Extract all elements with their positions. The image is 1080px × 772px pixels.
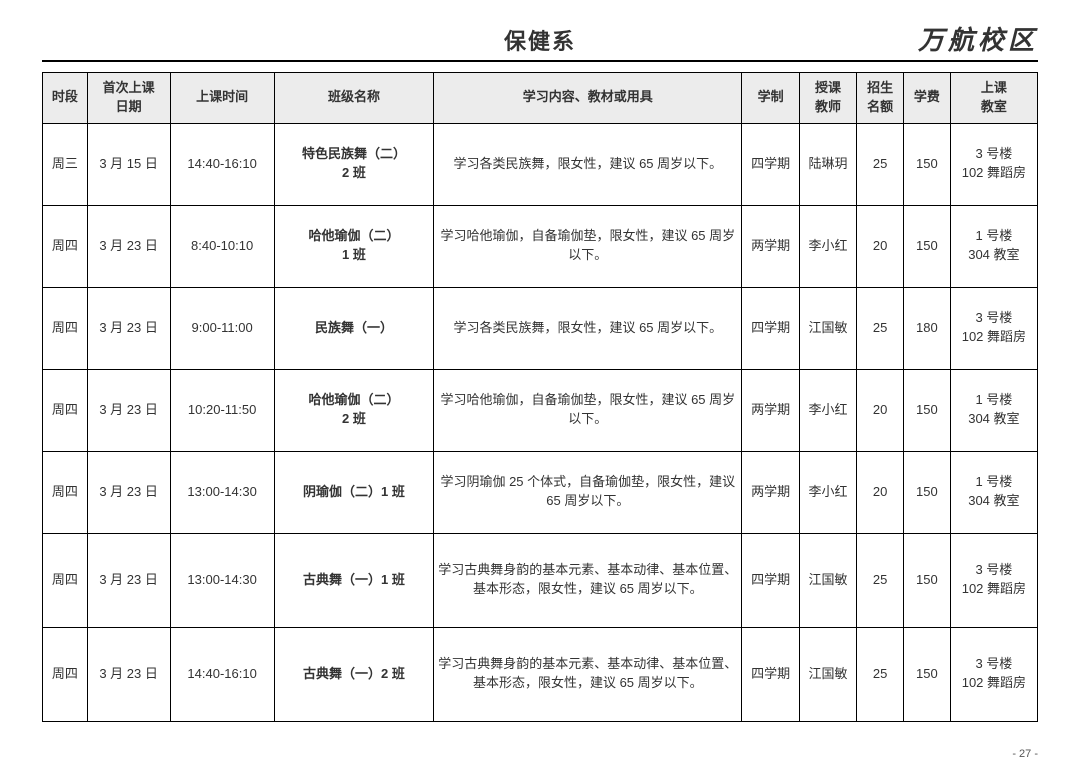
- cell-capacity: 20: [857, 451, 904, 533]
- cell-time: 8:40-10:10: [170, 205, 274, 287]
- cell-room: 1 号楼304 教室: [950, 451, 1037, 533]
- header-row-tr: 时段 首次上课日期 上课时间 班级名称 学习内容、教材或用具 学制 授课教师 招…: [43, 73, 1038, 124]
- cell-content: 学习哈他瑜伽，自备瑜伽垫，限女性，建议 65 周岁以下。: [434, 369, 742, 451]
- cell-first-date: 3 月 23 日: [87, 369, 170, 451]
- table-body: 周三3 月 15 日14:40-16:10特色民族舞（二）2 班学习各类民族舞，…: [43, 123, 1038, 721]
- cell-class-name: 哈他瑜伽（二）2 班: [274, 369, 433, 451]
- cell-fee: 150: [903, 205, 950, 287]
- col-teacher: 授课教师: [799, 73, 856, 124]
- cell-content: 学习哈他瑜伽，自备瑜伽垫，限女性，建议 65 周岁以下。: [434, 205, 742, 287]
- cell-teacher: 江国敏: [799, 627, 856, 721]
- page-number: - 27 -: [1012, 748, 1038, 760]
- cell-class-name: 特色民族舞（二）2 班: [274, 123, 433, 205]
- cell-first-date: 3 月 23 日: [87, 533, 170, 627]
- cell-content: 学习阴瑜伽 25 个体式，自备瑜伽垫，限女性，建议 65 周岁以下。: [434, 451, 742, 533]
- col-name: 班级名称: [274, 73, 433, 124]
- cell-first-date: 3 月 23 日: [87, 287, 170, 369]
- cell-fee: 150: [903, 369, 950, 451]
- header-row: 保健系 万航校区: [42, 24, 1038, 58]
- cell-content: 学习古典舞身韵的基本元素、基本动律、基本位置、基本形态，限女性，建议 65 周岁…: [434, 533, 742, 627]
- table-row: 周四3 月 23 日10:20-11:50哈他瑜伽（二）2 班学习哈他瑜伽，自备…: [43, 369, 1038, 451]
- page: 保健系 万航校区 时段 首次上课日期 上课时间 班级名称 学习内容、教材或用具 …: [0, 0, 1080, 772]
- cell-class-name: 古典舞（一）1 班: [274, 533, 433, 627]
- col-term: 学制: [742, 73, 799, 124]
- cell-teacher: 陆琳玥: [799, 123, 856, 205]
- cell-content: 学习各类民族舞，限女性，建议 65 周岁以下。: [434, 123, 742, 205]
- cell-first-date: 3 月 15 日: [87, 123, 170, 205]
- cell-first-date: 3 月 23 日: [87, 627, 170, 721]
- table-row: 周四3 月 23 日8:40-10:10哈他瑜伽（二）1 班学习哈他瑜伽，自备瑜…: [43, 205, 1038, 287]
- cell-teacher: 李小红: [799, 205, 856, 287]
- cell-room: 1 号楼304 教室: [950, 205, 1037, 287]
- cell-content: 学习古典舞身韵的基本元素、基本动律、基本位置、基本形态，限女性，建议 65 周岁…: [434, 627, 742, 721]
- cell-room: 3 号楼102 舞蹈房: [950, 287, 1037, 369]
- cell-term: 四学期: [742, 287, 799, 369]
- cell-time: 14:40-16:10: [170, 627, 274, 721]
- cell-class-name: 哈他瑜伽（二）1 班: [274, 205, 433, 287]
- cell-teacher: 江国敏: [799, 533, 856, 627]
- cell-teacher: 李小红: [799, 369, 856, 451]
- cell-term: 四学期: [742, 123, 799, 205]
- cell-first-date: 3 月 23 日: [87, 205, 170, 287]
- cell-time: 13:00-14:30: [170, 451, 274, 533]
- cell-day: 周四: [43, 451, 88, 533]
- cell-day: 周四: [43, 533, 88, 627]
- cell-term: 两学期: [742, 205, 799, 287]
- header-rule: [42, 60, 1038, 62]
- cell-fee: 180: [903, 287, 950, 369]
- cell-day: 周四: [43, 205, 88, 287]
- cell-room: 3 号楼102 舞蹈房: [950, 123, 1037, 205]
- col-cap: 招生名额: [857, 73, 904, 124]
- col-date: 首次上课日期: [87, 73, 170, 124]
- col-day: 时段: [43, 73, 88, 124]
- cell-class-name: 民族舞（一）: [274, 287, 433, 369]
- department-title: 保健系: [504, 24, 576, 56]
- cell-term: 两学期: [742, 369, 799, 451]
- table-row: 周三3 月 15 日14:40-16:10特色民族舞（二）2 班学习各类民族舞，…: [43, 123, 1038, 205]
- cell-capacity: 25: [857, 287, 904, 369]
- cell-day: 周四: [43, 627, 88, 721]
- table-head: 时段 首次上课日期 上课时间 班级名称 学习内容、教材或用具 学制 授课教师 招…: [43, 73, 1038, 124]
- campus-name: 万航校区: [918, 20, 1038, 57]
- col-room: 上课教室: [950, 73, 1037, 124]
- cell-day: 周三: [43, 123, 88, 205]
- cell-class-name: 阴瑜伽（二）1 班: [274, 451, 433, 533]
- cell-fee: 150: [903, 627, 950, 721]
- cell-day: 周四: [43, 369, 88, 451]
- cell-capacity: 25: [857, 627, 904, 721]
- cell-room: 3 号楼102 舞蹈房: [950, 533, 1037, 627]
- cell-term: 四学期: [742, 533, 799, 627]
- col-fee: 学费: [903, 73, 950, 124]
- cell-term: 四学期: [742, 627, 799, 721]
- cell-capacity: 20: [857, 205, 904, 287]
- table-row: 周四3 月 23 日9:00-11:00民族舞（一）学习各类民族舞，限女性，建议…: [43, 287, 1038, 369]
- cell-fee: 150: [903, 533, 950, 627]
- col-time: 上课时间: [170, 73, 274, 124]
- cell-teacher: 江国敏: [799, 287, 856, 369]
- cell-time: 9:00-11:00: [170, 287, 274, 369]
- cell-class-name: 古典舞（一）2 班: [274, 627, 433, 721]
- table-row: 周四3 月 23 日13:00-14:30古典舞（一）1 班学习古典舞身韵的基本…: [43, 533, 1038, 627]
- cell-room: 1 号楼304 教室: [950, 369, 1037, 451]
- cell-capacity: 25: [857, 533, 904, 627]
- cell-day: 周四: [43, 287, 88, 369]
- cell-capacity: 20: [857, 369, 904, 451]
- col-content: 学习内容、教材或用具: [434, 73, 742, 124]
- table-row: 周四3 月 23 日14:40-16:10古典舞（一）2 班学习古典舞身韵的基本…: [43, 627, 1038, 721]
- cell-fee: 150: [903, 123, 950, 205]
- cell-capacity: 25: [857, 123, 904, 205]
- cell-time: 10:20-11:50: [170, 369, 274, 451]
- cell-fee: 150: [903, 451, 950, 533]
- schedule-table: 时段 首次上课日期 上课时间 班级名称 学习内容、教材或用具 学制 授课教师 招…: [42, 72, 1038, 722]
- cell-time: 14:40-16:10: [170, 123, 274, 205]
- cell-term: 两学期: [742, 451, 799, 533]
- table-row: 周四3 月 23 日13:00-14:30阴瑜伽（二）1 班学习阴瑜伽 25 个…: [43, 451, 1038, 533]
- cell-teacher: 李小红: [799, 451, 856, 533]
- cell-first-date: 3 月 23 日: [87, 451, 170, 533]
- cell-time: 13:00-14:30: [170, 533, 274, 627]
- cell-content: 学习各类民族舞，限女性，建议 65 周岁以下。: [434, 287, 742, 369]
- cell-room: 3 号楼102 舞蹈房: [950, 627, 1037, 721]
